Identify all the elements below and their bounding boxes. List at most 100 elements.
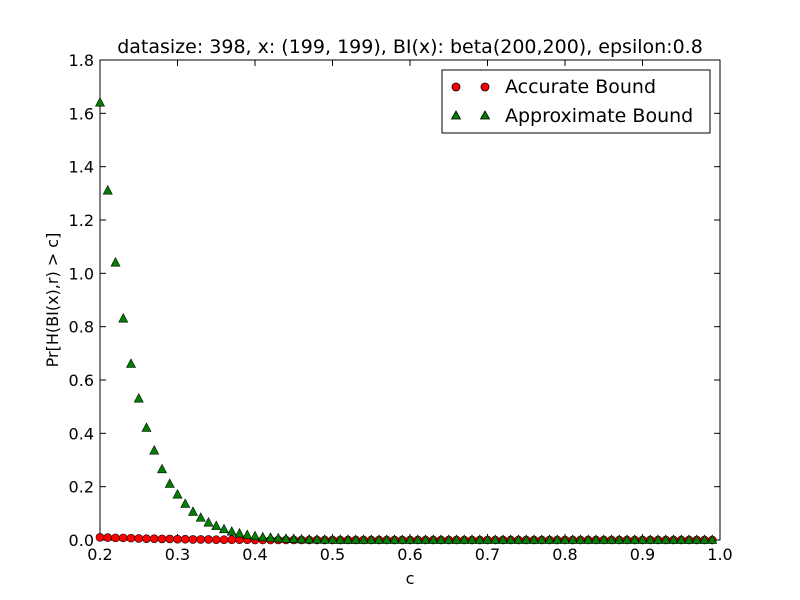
- y-tick-label: 1.8: [69, 51, 94, 70]
- approximate-bound-point: [389, 534, 400, 544]
- x-tick-label: 0.9: [630, 545, 655, 564]
- approximate-bound-point: [149, 445, 160, 455]
- y-tick-label: 0.2: [69, 478, 94, 497]
- approximate-bound-point: [265, 532, 276, 542]
- approximate-bound-point: [436, 534, 446, 544]
- accurate-bound-point: [103, 533, 113, 542]
- approximate-bound-point: [188, 506, 198, 516]
- approximate-bound-point: [133, 393, 144, 403]
- approximate-bound-point: [296, 533, 307, 544]
- approximate-bound-point: [358, 534, 369, 544]
- approximate-bound-point: [474, 534, 485, 544]
- approximate-bound-point: [405, 534, 415, 544]
- approximate-bound-point: [443, 534, 454, 544]
- approximate-bound-point: [350, 534, 361, 544]
- approximate-bound-point: [257, 531, 268, 542]
- series-approximate-bound: [95, 97, 718, 544]
- approximate-bound-point: [498, 534, 508, 544]
- legend-label-approx: Approximate Bound: [505, 105, 693, 127]
- approximate-bound-point: [575, 534, 586, 544]
- approximate-bound-point: [172, 489, 183, 499]
- approximate-bound-point: [606, 534, 617, 544]
- legend-marker-approx-1: [450, 110, 462, 120]
- approximate-bound-point: [273, 532, 284, 543]
- approximate-bound-point: [234, 527, 245, 538]
- approximate-bound-point: [645, 534, 656, 544]
- approximate-bound-point: [451, 534, 462, 544]
- approximate-bound-point: [118, 313, 129, 323]
- approximate-bound-point: [691, 534, 702, 544]
- y-axis-title: Pr[H(BI(x),r) > c]: [43, 233, 62, 368]
- approximate-bound-point: [653, 534, 663, 544]
- approximate-bound-point: [397, 534, 408, 544]
- approximate-bound-point: [513, 534, 524, 544]
- accurate-bound-point: [196, 535, 206, 544]
- accurate-bound-point: [95, 533, 105, 542]
- accurate-bound-point: [165, 534, 175, 544]
- approximate-bound-point: [180, 498, 191, 508]
- approximate-bound-point: [164, 478, 175, 488]
- x-tick-label: 0.4: [242, 545, 267, 564]
- approximate-bound-point: [412, 534, 423, 544]
- approximate-bound-point: [366, 534, 377, 544]
- x-tick-label: 0.2: [87, 545, 112, 564]
- legend: Accurate Bound Approximate Bound: [441, 69, 711, 134]
- approximate-bound-point: [505, 534, 516, 544]
- approximate-bound-point: [381, 534, 392, 544]
- approximate-bound-point: [211, 520, 222, 530]
- approximate-bound-point: [544, 534, 555, 544]
- approximate-bound-point: [126, 358, 136, 368]
- y-tick-label: 0.0: [69, 531, 94, 550]
- approximate-bound-point: [591, 534, 601, 544]
- approximate-bound-point: [95, 97, 105, 107]
- y-tick-label: 0.8: [69, 318, 94, 337]
- accurate-bound-point: [142, 534, 151, 543]
- accurate-bound-point: [227, 535, 237, 545]
- approximate-bound-point: [288, 533, 299, 544]
- accurate-bound-point: [126, 533, 136, 543]
- approximate-bound-point: [482, 534, 493, 544]
- approximate-bound-point: [141, 422, 152, 432]
- y-tick-label: 1.6: [69, 104, 94, 123]
- approximate-bound-point: [490, 534, 501, 544]
- approximate-bound-point: [319, 534, 330, 544]
- approximate-bound-point: [420, 534, 431, 544]
- approximate-bound-point: [467, 534, 477, 544]
- x-tick-label: 1.0: [707, 545, 732, 564]
- approximate-bound-point: [707, 534, 718, 544]
- accurate-bound-point: [180, 534, 190, 544]
- approximate-bound-point: [567, 534, 578, 544]
- legend-marker-approx-2: [479, 110, 491, 120]
- approximate-bound-point: [203, 517, 214, 527]
- approximate-bound-point: [684, 534, 694, 544]
- legend-marker-accurate-1: [451, 82, 461, 92]
- y-tick-label: 1.2: [69, 211, 94, 230]
- accurate-bound-point: [173, 534, 182, 544]
- y-tick-label: 1.0: [69, 264, 94, 283]
- x-axis-title: c: [406, 569, 415, 588]
- legend-marker-accurate-2: [480, 82, 490, 92]
- approximate-bound-point: [102, 185, 113, 195]
- x-tick-label: 0.7: [475, 545, 500, 564]
- accurate-bound-point: [211, 535, 221, 545]
- approximate-bound-point: [281, 533, 291, 543]
- accurate-bound-point: [134, 534, 144, 543]
- approximate-bound-point: [157, 463, 167, 474]
- approximate-bound-point: [660, 534, 671, 544]
- approximate-bound-point: [459, 534, 470, 544]
- approximate-bound-point: [428, 534, 439, 544]
- approximate-bound-point: [536, 534, 547, 544]
- x-tick-label: 0.3: [165, 545, 190, 564]
- approximate-bound-point: [583, 534, 594, 544]
- approximate-bound-point: [521, 534, 532, 544]
- y-tick-label: 1.4: [69, 158, 94, 177]
- accurate-bound-point: [219, 535, 229, 545]
- approximate-bound-point: [614, 534, 625, 544]
- plot-frame: [99, 59, 721, 541]
- approximate-bound-point: [219, 523, 229, 534]
- x-tick-label: 0.5: [320, 545, 345, 564]
- legend-label-accurate: Accurate Bound: [505, 76, 656, 98]
- y-tick-label: 0.4: [69, 424, 94, 443]
- x-tick-label: 0.8: [552, 545, 577, 564]
